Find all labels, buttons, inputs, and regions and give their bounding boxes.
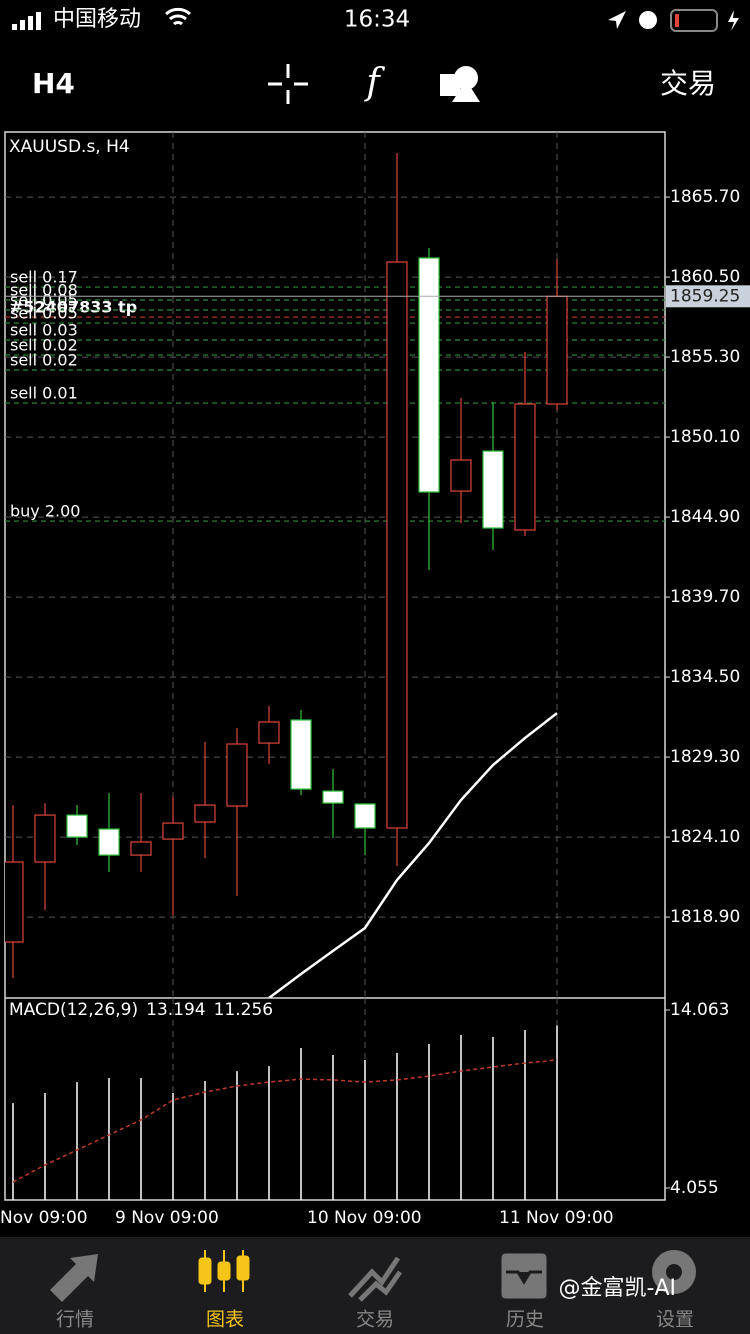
order-label: sell 0.08: [10, 281, 78, 300]
order-label: buy 2.00: [10, 502, 80, 521]
price-label: 1859.25: [670, 286, 740, 306]
y-tick-label: 1818.90: [670, 907, 740, 927]
x-tick-label: Nov 09:00: [0, 1208, 88, 1228]
objects-button[interactable]: [440, 66, 480, 102]
y-tick-label: 4.055: [670, 1178, 719, 1198]
candle-body: [514, 403, 536, 531]
x-tick-label: 11 Nov 09:00: [499, 1208, 614, 1228]
chart-frame: [4, 131, 666, 1201]
order-label: sell 0.02: [10, 336, 78, 355]
y-tick-label: 1865.70: [670, 187, 740, 207]
candle-body: [258, 721, 280, 744]
trade-button[interactable]: 交易: [660, 67, 716, 100]
candle-body: [226, 743, 248, 807]
candle-body: [322, 790, 344, 804]
clock: 16:34: [344, 7, 410, 33]
candle-body: [130, 841, 152, 856]
order-label: sell 0.01: [10, 384, 78, 403]
order-label: sell 0.05: [10, 291, 78, 310]
candle-body: [290, 719, 312, 790]
order-label: sell 0.02: [10, 351, 78, 370]
signal-value: 11.256: [214, 1000, 273, 1020]
x-tick-label: 9 Nov 09:00: [115, 1208, 219, 1228]
candle-body: [194, 804, 216, 823]
y-tick-label: 1824.10: [670, 827, 740, 847]
tab-label[interactable]: 行情: [56, 1309, 94, 1331]
tab-icons: 行情 图表 交易 历史 设置: [50, 1250, 696, 1331]
candle-body: [482, 450, 504, 529]
y-tick-label: 1829.30: [670, 747, 740, 767]
tab-label[interactable]: 图表: [206, 1309, 244, 1331]
moving-average: [268, 712, 558, 998]
candle-body: [34, 814, 56, 863]
candle-body: [354, 803, 376, 829]
candle-body: [162, 822, 184, 840]
price-label-box: [666, 285, 750, 308]
macd-value: 13.194: [146, 1000, 205, 1020]
macd-name: MACD(12,26,9): [9, 1000, 138, 1020]
tab-label[interactable]: 交易: [356, 1309, 394, 1331]
y-tick-label: 1860.50: [670, 267, 740, 287]
order-label: sell 0.05: [10, 304, 78, 323]
carrier: 中国移动: [53, 7, 141, 32]
y-tick-label: 1834.50: [670, 667, 740, 687]
tab-label[interactable]: 历史: [506, 1309, 544, 1331]
candle-body: [5, 861, 24, 943]
macd-panel: [12, 998, 558, 1200]
signal-line: [12, 1059, 558, 1183]
axes: 1865.70 1860.50 1855.30 1850.10 1844.90 1839.…: [0, 187, 750, 1228]
candle-body: [450, 459, 472, 492]
tab-label[interactable]: 设置: [656, 1309, 694, 1331]
macd-title: MACD(12,26,9) 13.194 11.256: [9, 1000, 273, 1020]
x-tick-label: 10 Nov 09:00: [307, 1208, 422, 1228]
y-tick-label: 1839.70: [670, 587, 740, 607]
y-tick-label: 1844.90: [670, 507, 740, 527]
y-tick-label: 1850.10: [670, 427, 740, 447]
candle-body: [418, 257, 440, 493]
candle-body: [546, 295, 568, 405]
chart-title: XAUUSD.s, H4: [9, 137, 130, 157]
order-label: #52407833 tp: [10, 298, 137, 317]
status-bar: 中国移动 16:34: [12, 7, 739, 33]
order-label: sell 0.03: [10, 321, 78, 340]
toolbar: H4 f 交易: [32, 62, 716, 104]
y-tick-label: 14.063: [670, 1000, 729, 1020]
candle-body: [66, 814, 88, 838]
candle-body: [386, 261, 408, 829]
y-tick-label: 1855.30: [670, 347, 740, 367]
crosshair-button[interactable]: [268, 64, 308, 104]
candle-body: [98, 828, 120, 856]
order-label: sell 0.17: [10, 268, 78, 287]
watermark: @金富凯-AI: [559, 1276, 676, 1301]
timeframe-button[interactable]: H4: [32, 67, 75, 100]
